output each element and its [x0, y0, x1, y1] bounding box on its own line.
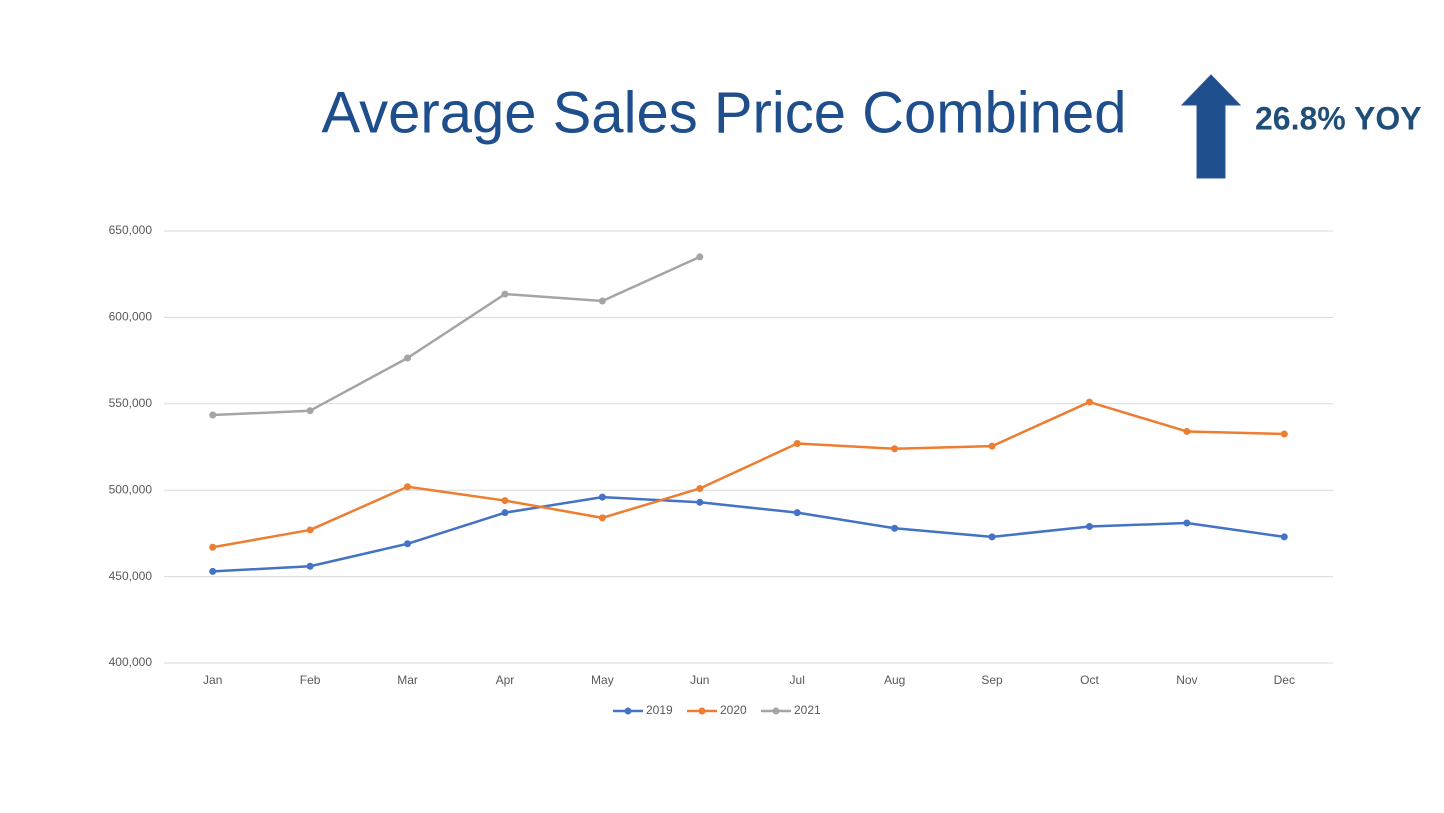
data-point [306, 407, 314, 415]
data-point [404, 540, 412, 548]
data-point [696, 253, 704, 261]
y-tick-label: 600,000 [109, 310, 153, 324]
data-point [1183, 427, 1191, 435]
y-tick-label: 650,000 [109, 223, 153, 237]
data-point [1280, 430, 1288, 438]
data-point [306, 526, 314, 534]
y-tick-label: 500,000 [109, 482, 153, 496]
data-point [306, 562, 314, 570]
legend-label: 2020 [720, 703, 747, 717]
data-point [891, 524, 899, 532]
data-point [598, 514, 606, 522]
x-tick-label: Oct [1080, 673, 1099, 687]
data-point [696, 498, 704, 506]
data-point [1085, 398, 1093, 406]
data-point [793, 509, 801, 517]
y-tick-label: 400,000 [109, 655, 153, 669]
data-point [209, 567, 217, 575]
data-point [209, 543, 217, 551]
data-point [793, 440, 801, 448]
data-point [891, 445, 899, 453]
data-point [1085, 522, 1093, 530]
legend-label: 2019 [646, 703, 673, 717]
data-point [598, 297, 606, 305]
data-point [988, 442, 996, 450]
x-tick-label: Jan [203, 673, 222, 687]
data-point [598, 493, 606, 501]
annotation: 26.8% YOY [1255, 100, 1422, 136]
legend-label: 2021 [794, 703, 821, 717]
chart-title: Average Sales Price Combined [322, 80, 1127, 145]
x-tick-label: Mar [397, 673, 418, 687]
legend-swatch-dot [624, 707, 632, 715]
series-line [212, 255, 701, 417]
x-tick-label: Aug [884, 673, 905, 687]
x-tick-label: Jun [690, 673, 709, 687]
y-tick-label: 450,000 [109, 569, 153, 583]
data-point [404, 354, 412, 362]
data-point [1280, 533, 1288, 541]
y-tick-label: 550,000 [109, 396, 153, 410]
data-point [404, 483, 412, 491]
x-tick-label: Feb [300, 673, 321, 687]
data-point [988, 533, 996, 541]
x-tick-label: Nov [1176, 673, 1197, 687]
legend-swatch-dot [772, 707, 780, 715]
data-point [501, 290, 509, 298]
series-line [212, 400, 1285, 549]
data-point [501, 497, 509, 505]
data-point [696, 484, 704, 492]
series-line [212, 495, 1285, 573]
x-tick-label: Jul [790, 673, 805, 687]
x-tick-label: Sep [981, 673, 1003, 687]
legend-swatch-dot [698, 707, 706, 715]
x-tick-label: Dec [1274, 673, 1295, 687]
data-point [209, 411, 217, 419]
x-tick-label: Apr [496, 673, 515, 687]
data-point [501, 509, 509, 517]
up-arrow [1180, 74, 1242, 179]
x-tick-label: May [591, 673, 614, 687]
data-point [1183, 519, 1191, 527]
